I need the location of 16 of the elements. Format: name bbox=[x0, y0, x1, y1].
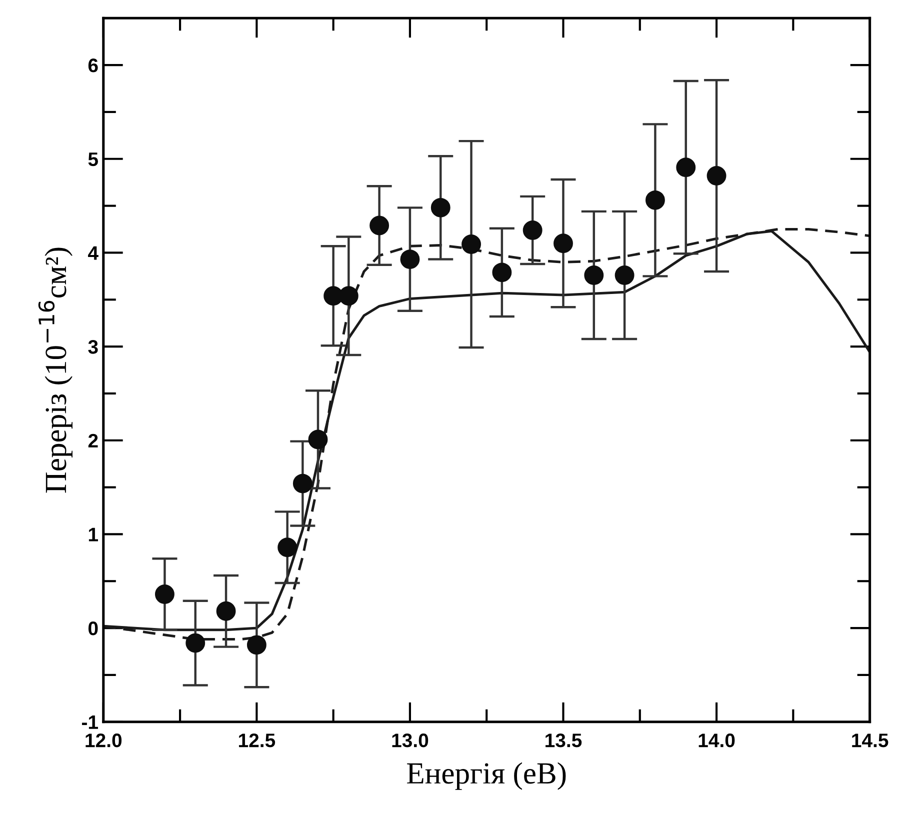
y-tick-label: 5 bbox=[88, 152, 98, 166]
x-axis-title: Енергія (еВ) bbox=[407, 762, 566, 790]
y-tick-label: 0 bbox=[88, 622, 98, 636]
x-tick-label: 14.5 bbox=[852, 734, 888, 748]
x-tick-label: 12.5 bbox=[238, 734, 276, 748]
y-tick-label: -1 bbox=[82, 716, 98, 729]
x-tick-label: 12.0 bbox=[86, 734, 122, 748]
y-tick-label: 4 bbox=[88, 246, 98, 260]
y-axis-title: Переріз (10$^{−16}$см²) bbox=[38, 248, 72, 493]
y-tick-label: 2 bbox=[88, 434, 98, 448]
y-tick-label: 6 bbox=[88, 58, 98, 72]
x-tick-label: 13.0 bbox=[392, 734, 428, 748]
y-tick-label: 3 bbox=[88, 340, 98, 354]
x-tick-label: 13.5 bbox=[546, 734, 582, 748]
y-tick-label: 1 bbox=[88, 528, 98, 542]
x-tick-label: 14.0 bbox=[698, 734, 735, 748]
